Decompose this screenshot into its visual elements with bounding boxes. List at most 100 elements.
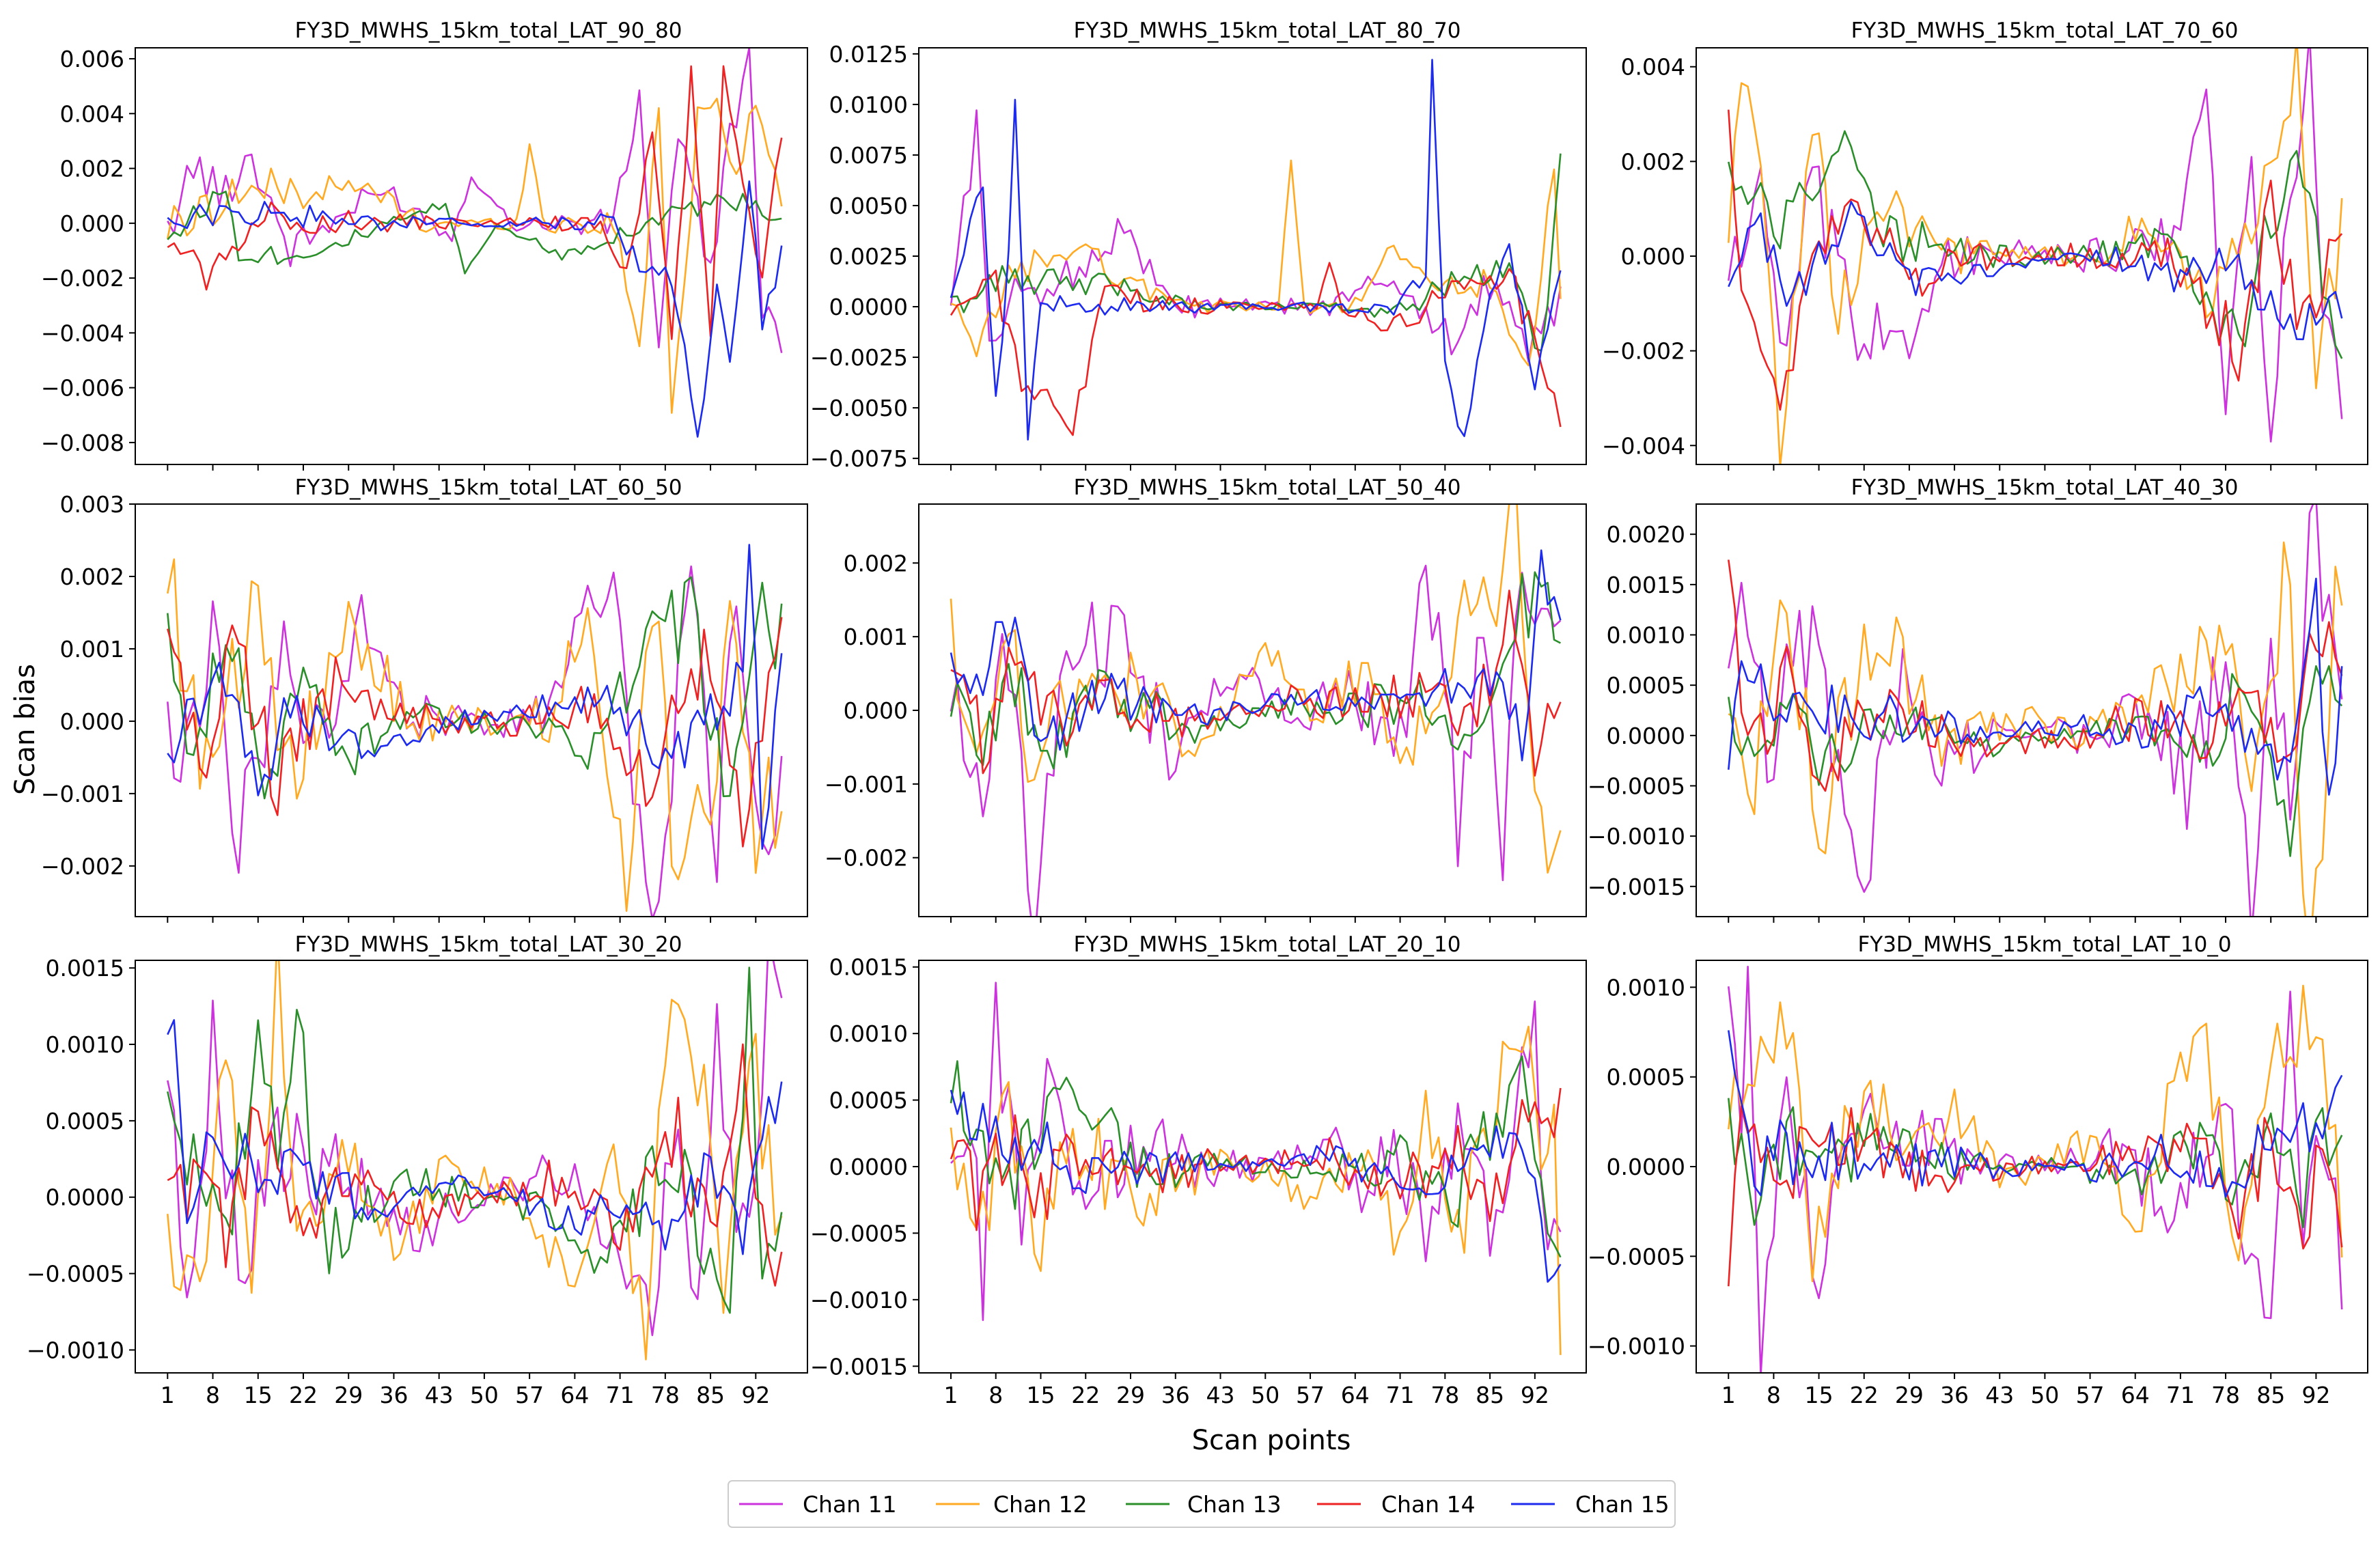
- y-tick-label: 0.0050: [829, 193, 908, 219]
- y-tick-label: 0.002: [1621, 148, 1685, 175]
- subplot-lat-20-10: FY3D_MWHS_15km_total_LAT_20_10 −0.0015 −0…: [810, 932, 1587, 1408]
- y-tick-label: 0.0000: [829, 294, 908, 320]
- legend-label: Chan 15: [1575, 1491, 1670, 1518]
- x-tick-label: 57: [1296, 1382, 1325, 1408]
- x-tick-label: 78: [1430, 1382, 1459, 1408]
- series-line-chan-12: [167, 98, 783, 414]
- y-tick-label: 0.002: [60, 156, 124, 182]
- subplot-lat-90-80: FY3D_MWHS_15km_total_LAT_90_80 −0.008 −0.…: [41, 18, 808, 471]
- y-tick-label: −0.0025: [810, 344, 908, 371]
- series-line-chan-15: [950, 59, 1562, 441]
- series-line-chan-12: [950, 505, 1562, 874]
- subplot-lat-60-50: FY3D_MWHS_15km_total_LAT_60_50 −0.002 −0.…: [41, 475, 808, 923]
- subplot-lat-30-20: FY3D_MWHS_15km_total_LAT_30_20 −0.0010 −0…: [27, 932, 808, 1408]
- y-tick-label: 0.001: [60, 636, 124, 663]
- subplot-title: FY3D_MWHS_15km_total_LAT_80_70: [1074, 18, 1461, 43]
- y-tick-label: −0.001: [41, 781, 124, 807]
- y-tick-label: −0.0010: [27, 1337, 124, 1363]
- x-tick-label: 57: [515, 1382, 544, 1408]
- series-line-chan-11: [950, 109, 1562, 363]
- y-tick-label: 0.000: [60, 210, 124, 237]
- y-tick-label: 0.002: [60, 563, 124, 590]
- legend-entry-chan-12: Chan 12: [936, 1491, 1088, 1518]
- y-tick-label: 0.006: [60, 46, 124, 72]
- series-line-chan-12: [1728, 984, 2343, 1283]
- x-tick-label: 50: [1251, 1382, 1279, 1408]
- series-line-chan-13: [1728, 665, 2343, 857]
- y-tick-label: 0.000: [844, 697, 908, 724]
- series-line-chan-13: [167, 966, 783, 1314]
- y-tick-label: −0.0050: [810, 395, 908, 421]
- subplot-title: FY3D_MWHS_15km_total_LAT_60_50: [295, 475, 682, 500]
- y-tick-label: −0.0005: [1588, 1243, 1685, 1270]
- plot-frame: [1696, 503, 2368, 917]
- legend-entry-chan-15: Chan 15: [1511, 1491, 1670, 1518]
- x-tick-label: 85: [696, 1382, 725, 1408]
- series-line-chan-14: [1728, 1105, 2343, 1287]
- series-line-chan-15: [1728, 577, 2343, 796]
- series-line-chan-15: [167, 180, 783, 438]
- x-tick-label: 92: [2301, 1382, 2330, 1408]
- y-tick-label: −0.002: [41, 265, 124, 292]
- series-line-chan-12: [167, 961, 783, 1361]
- y-tick-label: −0.004: [41, 320, 124, 346]
- y-tick-label: −0.002: [825, 845, 908, 872]
- y-tick-label: 0.0010: [1607, 974, 1685, 1001]
- x-tick-label: 92: [1521, 1382, 1549, 1408]
- subplot-title: FY3D_MWHS_15km_total_LAT_20_10: [1074, 932, 1461, 957]
- x-tick-label: 8: [988, 1382, 1003, 1408]
- series-line-chan-14: [167, 65, 783, 340]
- series-line-chan-11: [950, 564, 1562, 916]
- x-tick-label: 92: [741, 1382, 770, 1408]
- subplot-lat-40-30: FY3D_MWHS_15km_total_LAT_40_30 −0.0015 −0…: [1588, 475, 2368, 923]
- legend-entry-chan-14: Chan 14: [1317, 1491, 1476, 1518]
- x-tick-label: 1: [161, 1382, 175, 1408]
- plot-frame: [135, 503, 808, 917]
- x-tick-label: 22: [289, 1382, 318, 1408]
- x-tick-label: 1: [943, 1382, 958, 1408]
- x-tick-label: 43: [425, 1382, 454, 1408]
- y-tick-label: 0.0010: [46, 1031, 124, 1058]
- y-tick-label: −0.002: [1602, 338, 1685, 365]
- legend-entry-chan-11: Chan 11: [739, 1491, 897, 1518]
- y-tick-label: −0.0010: [810, 1287, 908, 1313]
- x-tick-label: 15: [244, 1382, 273, 1408]
- series-line-chan-15: [950, 1089, 1562, 1283]
- x-tick-label: 57: [2076, 1382, 2105, 1408]
- legend: Chan 11 Chan 12 Chan 13 Chan 14 Chan 15: [728, 1480, 1676, 1528]
- x-tick-label: 15: [1805, 1382, 1834, 1408]
- y-tick-label: 0.001: [844, 624, 908, 650]
- series-line-chan-14: [1728, 559, 2343, 792]
- legend-frame: [728, 1480, 1676, 1528]
- x-tick-label: 64: [1341, 1382, 1370, 1408]
- series-line-chan-15: [167, 544, 783, 850]
- series-line-chan-13: [950, 153, 1562, 352]
- y-tick-label: 0.004: [60, 100, 124, 127]
- x-tick-label: 71: [606, 1382, 635, 1408]
- x-tick-label: 36: [1940, 1382, 1969, 1408]
- subplot-title: FY3D_MWHS_15km_total_LAT_10_0: [1857, 932, 2231, 957]
- y-tick-label: −0.0005: [810, 1220, 908, 1247]
- y-tick-label: 0.0015: [829, 954, 908, 981]
- y-tick-label: 0.0005: [829, 1087, 908, 1114]
- x-tick-label: 29: [1895, 1382, 1924, 1408]
- y-tick-label: −0.006: [41, 375, 124, 402]
- plot-frame: [135, 47, 808, 465]
- series-line-chan-15: [1728, 200, 2343, 341]
- series-line-chan-14: [950, 589, 1562, 777]
- y-tick-label: 0.0000: [829, 1154, 908, 1180]
- y-tick-label: −0.0005: [1588, 772, 1685, 799]
- series-line-chan-15: [1728, 1030, 2343, 1198]
- x-tick-label: 50: [2030, 1382, 2059, 1408]
- subplot-title: FY3D_MWHS_15km_total_LAT_30_20: [295, 932, 682, 957]
- y-tick-label: 0.002: [844, 550, 908, 576]
- x-tick-label: 43: [1206, 1382, 1235, 1408]
- series-line-chan-11: [167, 565, 783, 916]
- legend-label: Chan 13: [1187, 1491, 1282, 1518]
- series-line-chan-11: [167, 961, 783, 1337]
- series-line-chan-13: [950, 1055, 1562, 1258]
- legend-entry-chan-13: Chan 13: [1126, 1491, 1282, 1518]
- y-tick-label: −0.008: [41, 430, 124, 456]
- legend-label: Chan 12: [993, 1491, 1088, 1518]
